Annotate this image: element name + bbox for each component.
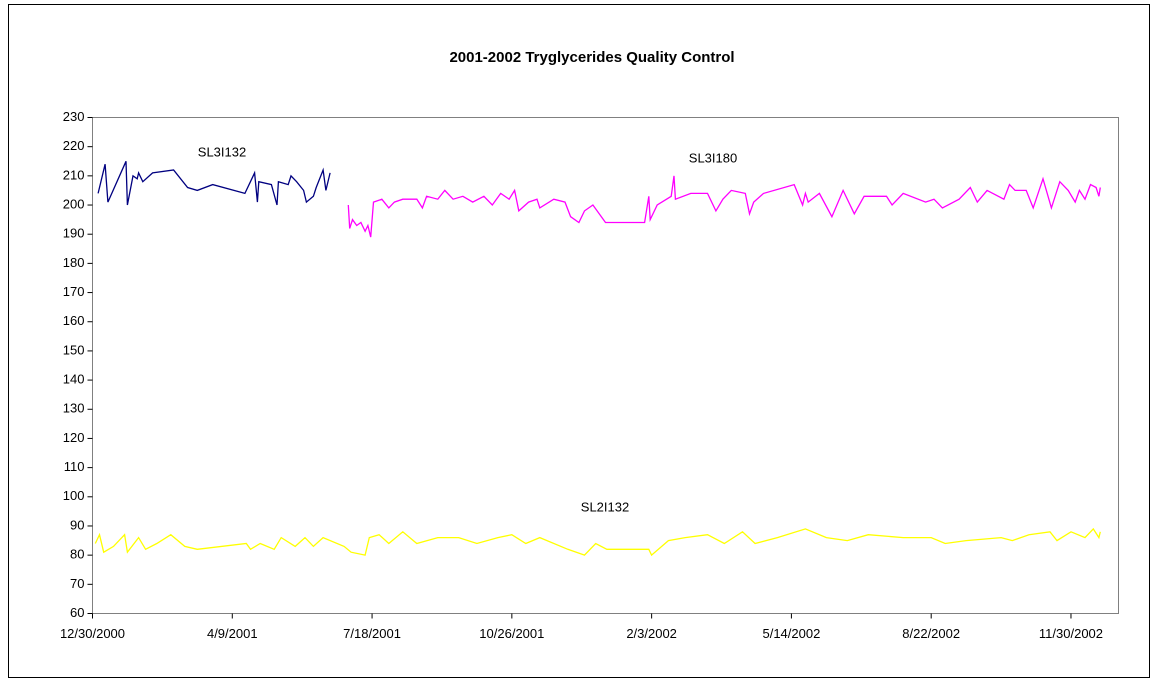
plot-area bbox=[92, 117, 1119, 614]
x-tick-label: 5/14/2002 bbox=[762, 626, 820, 641]
series-label: SL3I132 bbox=[198, 144, 246, 159]
y-tick-label: 100 bbox=[63, 488, 85, 503]
x-tick-label: 7/18/2001 bbox=[343, 626, 401, 641]
y-tick-label: 170 bbox=[63, 284, 85, 299]
y-tick-label: 60 bbox=[70, 605, 84, 620]
x-tick-label: 4/9/2001 bbox=[207, 626, 258, 641]
y-tick-label: 210 bbox=[63, 167, 85, 182]
x-tick-label: 2/3/2002 bbox=[626, 626, 677, 641]
x-tick-label: 12/30/2000 bbox=[60, 626, 125, 641]
x-tick-label: 11/30/2002 bbox=[1039, 626, 1103, 641]
series-label: SL2I132 bbox=[581, 499, 629, 514]
series-label: SL3I180 bbox=[689, 150, 737, 165]
y-tick-label: 180 bbox=[63, 255, 85, 270]
y-tick-label: 230 bbox=[63, 109, 85, 124]
y-tick-label: 140 bbox=[63, 372, 85, 387]
y-tick-label: 80 bbox=[70, 547, 84, 562]
series-line bbox=[347, 175, 1101, 238]
x-tick-label: 8/22/2002 bbox=[902, 626, 960, 641]
x-tick-label: 10/26/2001 bbox=[479, 626, 544, 641]
series-line bbox=[94, 527, 1101, 557]
y-tick-label: 120 bbox=[63, 430, 85, 445]
y-tick-label: 130 bbox=[63, 401, 85, 416]
y-tick-label: 90 bbox=[70, 517, 84, 532]
y-tick-label: 190 bbox=[63, 226, 85, 241]
y-tick-label: 70 bbox=[70, 576, 84, 591]
chart-title: 2001-2002 Tryglycerides Quality Control bbox=[449, 49, 734, 66]
y-tick-label: 110 bbox=[64, 459, 85, 474]
y-tick-label: 160 bbox=[63, 313, 85, 328]
y-tick-label: 200 bbox=[63, 196, 85, 211]
series-line bbox=[97, 161, 331, 206]
y-tick-label: 150 bbox=[63, 342, 85, 357]
y-tick-label: 220 bbox=[63, 138, 85, 153]
